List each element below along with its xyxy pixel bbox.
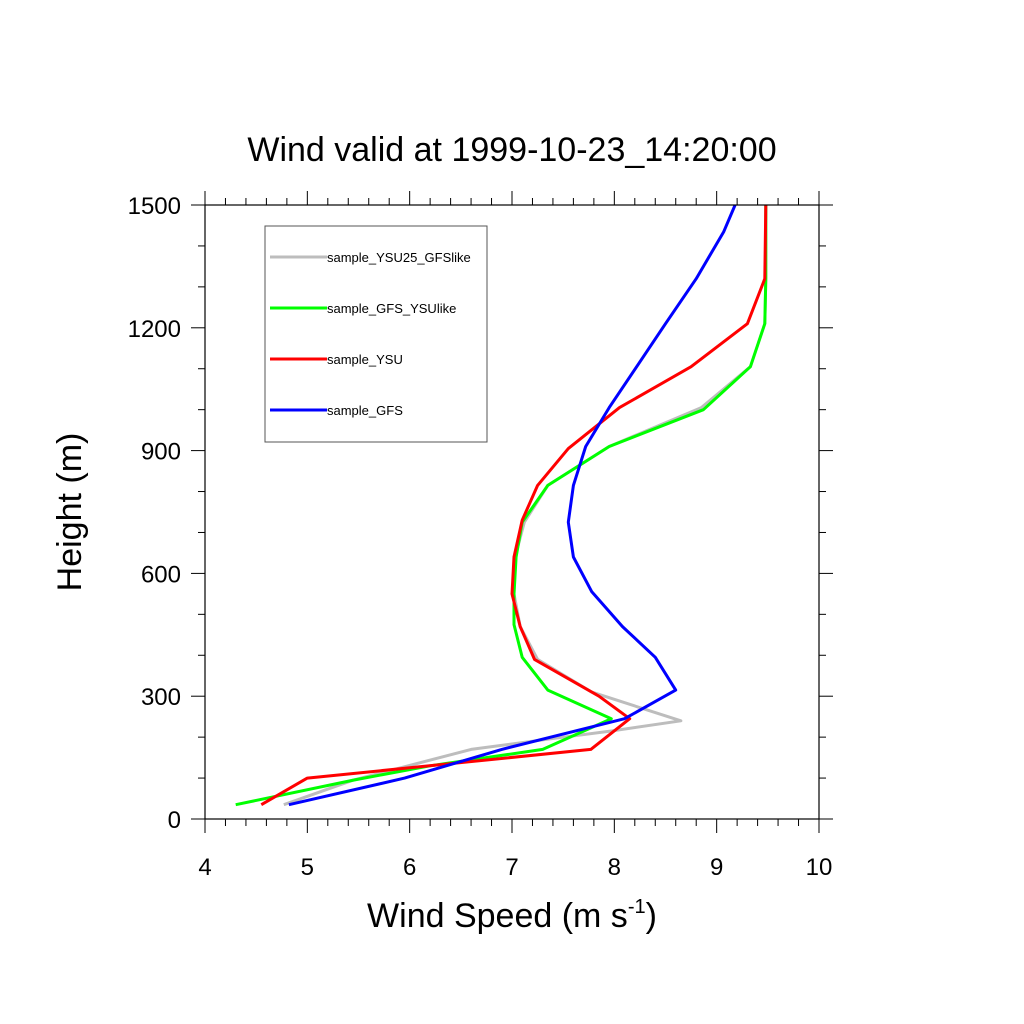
x-tick-label: 7	[505, 854, 518, 881]
series-line-sample_GFS	[288, 204, 737, 807]
legend-label: sample_YSU25_GFSlike	[327, 250, 471, 265]
legend-box	[264, 225, 488, 443]
series-layer	[235, 204, 768, 807]
y-axis-label: Height (m)	[51, 433, 89, 592]
x-axis-label-superscript: -1	[628, 896, 646, 918]
x-axis-label: Wind Speed (m s-1)	[367, 896, 657, 935]
y-tick-label: 0	[168, 807, 181, 834]
x-tick-label: 6	[403, 854, 416, 881]
x-tick-label: 5	[301, 854, 314, 881]
y-tick-label: 900	[141, 439, 181, 466]
legend-label: sample_YSU	[327, 352, 403, 367]
y-tick-label: 1200	[128, 316, 181, 343]
series-line-sample_YSU	[260, 204, 768, 806]
x-tick-label: 10	[806, 854, 833, 881]
legend-label: sample_GFS	[327, 403, 403, 418]
x-tick-label: 9	[710, 854, 723, 881]
x-tick-label: 4	[198, 854, 211, 881]
series-line-sample_GFS_YSUlike	[235, 205, 768, 807]
legend-label: sample_GFS_YSUlike	[327, 301, 456, 316]
chart-title: Wind valid at 1999-10-23_14:20:00	[247, 131, 776, 169]
y-tick-label: 1500	[128, 193, 181, 220]
legend: sample_YSU25_GFSlike sample_GFS_YSUlikesa…	[264, 225, 488, 443]
x-axis-label-end: )	[646, 897, 657, 935]
axis-layer: 4 5 6 7 8 9 10 0 300 600 900 1200 1500	[128, 191, 833, 881]
y-tick-label: 300	[141, 684, 181, 711]
y-tick-label: 600	[141, 561, 181, 588]
x-tick-label: 8	[608, 854, 621, 881]
